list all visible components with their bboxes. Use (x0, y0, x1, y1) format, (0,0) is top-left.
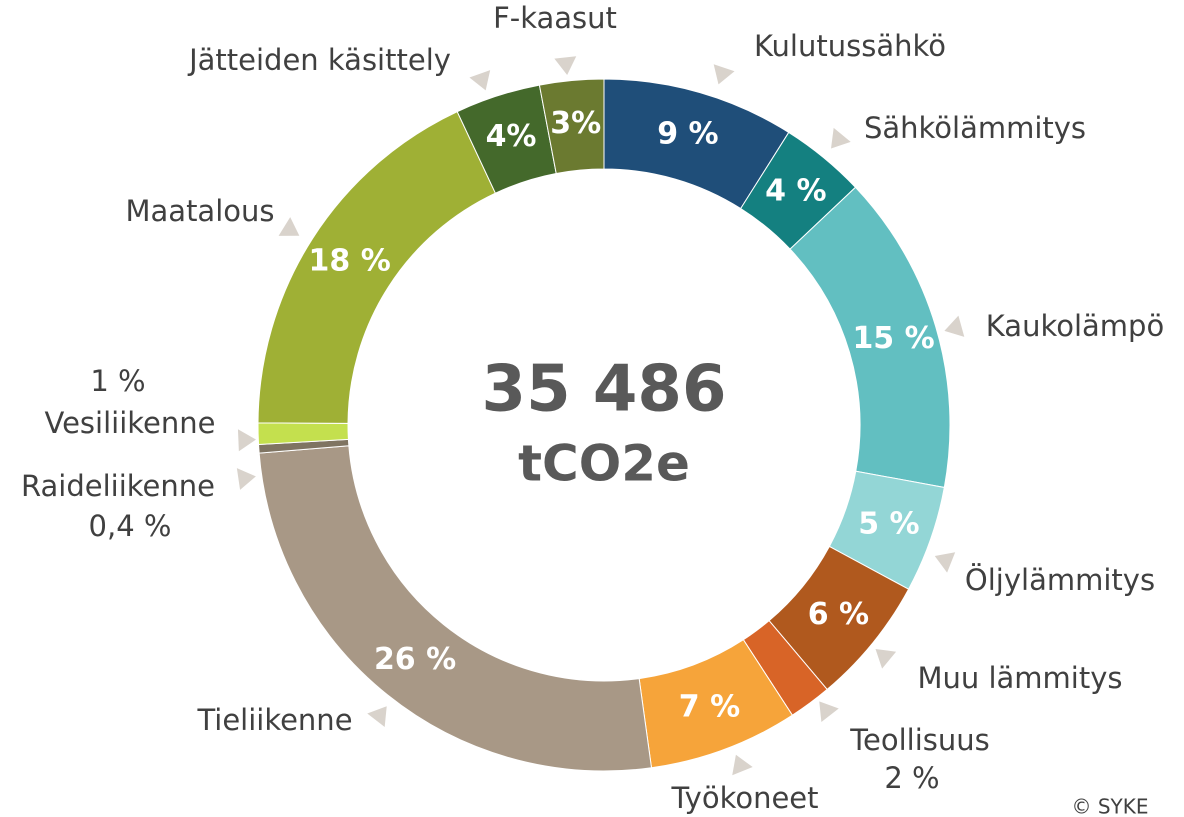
pointer (732, 754, 753, 776)
value-label: 7 % (679, 689, 740, 724)
donut-segment (538, 78, 605, 175)
category-label: Öljylämmitys (965, 563, 1155, 597)
category-label: Sähkölämmitys (864, 111, 1086, 145)
credit: © SYKE (1071, 795, 1148, 817)
pointer (875, 648, 897, 669)
value-label: 4% (486, 119, 537, 154)
category-label: Kulutussähkö (754, 29, 946, 63)
center-value: 35 486 (482, 353, 727, 427)
value-label: 15 % (852, 321, 934, 356)
donut-segment (258, 445, 653, 772)
pointer (554, 56, 577, 75)
pointer (236, 468, 256, 490)
category-label: Teollisuus (849, 723, 990, 757)
value-label: 26 % (374, 642, 456, 677)
pointer (934, 552, 956, 573)
category-label: Maatalous (126, 194, 275, 228)
pointer (278, 217, 300, 236)
pointer (819, 701, 839, 722)
category-label: F-kaasut (493, 1, 617, 35)
value-label: 0,4 % (89, 509, 172, 543)
value-label: 18 % (309, 244, 391, 279)
pointer (944, 315, 965, 337)
pointer (469, 70, 491, 91)
value-label: 3% (550, 106, 601, 141)
pointer (367, 706, 387, 727)
value-label: 2 % (884, 761, 939, 795)
pointer (237, 429, 256, 452)
category-label: Raideliikenne (21, 469, 215, 503)
value-label: 5 % (858, 507, 919, 542)
category-label: Tieliikenne (196, 703, 352, 737)
pointer (713, 64, 735, 85)
category-label: Työkoneet (670, 781, 818, 815)
pointer (831, 127, 851, 149)
value-label: 9 % (657, 116, 718, 151)
category-label: Vesiliikenne (45, 406, 216, 440)
category-label: Muu lämmitys (917, 661, 1122, 695)
category-label: Kaukolämpö (986, 309, 1164, 343)
category-label: Jätteiden käsittely (187, 43, 451, 77)
value-label: 4 % (765, 173, 826, 208)
value-label: 6 % (808, 597, 869, 632)
center-unit: tCO2e (518, 435, 690, 493)
value-label: 1 % (90, 364, 145, 398)
